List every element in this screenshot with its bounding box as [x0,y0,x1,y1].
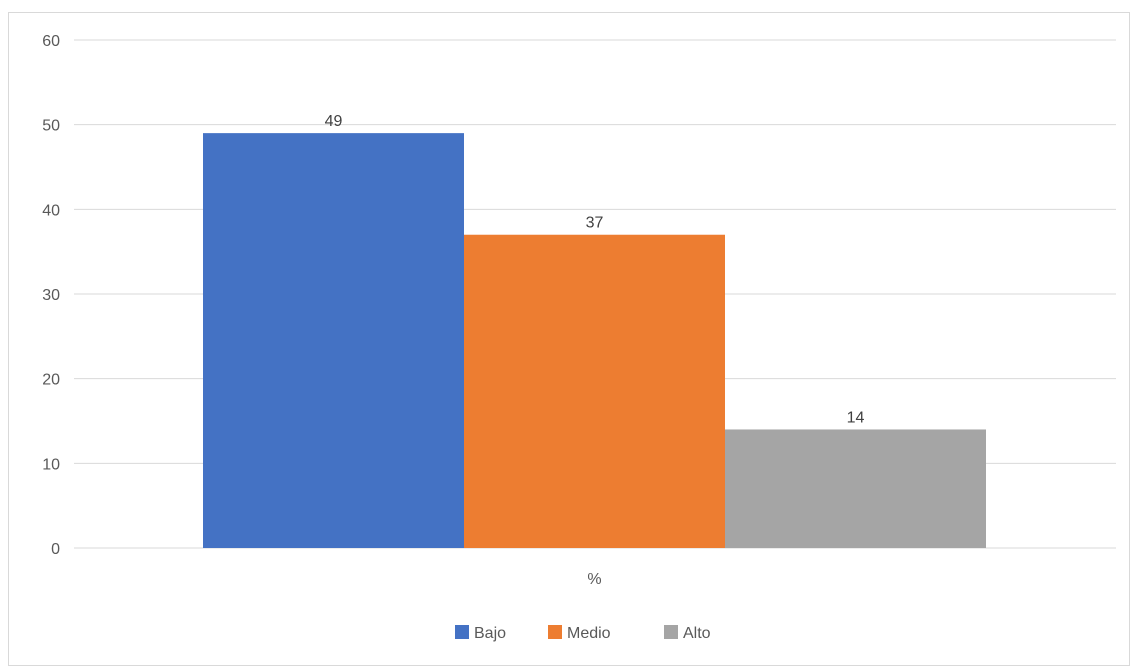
legend-swatch [664,625,678,639]
legend-swatch [455,625,469,639]
legend-item-alto: Alto [664,625,711,642]
y-tick-label: 40 [42,202,60,219]
data-label-bajo: 49 [325,113,343,130]
y-tick-label: 60 [42,33,60,50]
legend-swatch [548,625,562,639]
data-labels: 49 37 14 [325,113,865,426]
bars [203,133,986,548]
y-tick-label: 10 [42,456,60,473]
y-tick-label: 0 [51,541,60,558]
data-label-medio: 37 [586,215,604,232]
bar-medio [464,234,725,548]
legend: Bajo Medio Alto [455,625,711,642]
bar-alto [725,429,986,548]
y-tick-label: 30 [42,287,60,304]
legend-label: Alto [683,625,711,642]
category-labels: % [587,571,601,588]
legend-label: Bajo [474,625,506,642]
legend-item-bajo: Bajo [455,625,506,642]
data-label-alto: 14 [847,409,865,426]
legend-label: Medio [567,625,611,642]
y-tick-label: 50 [42,118,60,135]
category-label: % [587,571,601,588]
bar-bajo [203,133,464,548]
legend-item-medio: Medio [548,625,611,642]
y-axis-ticks: 0 10 20 30 40 50 60 [42,33,60,558]
y-tick-label: 20 [42,372,60,389]
